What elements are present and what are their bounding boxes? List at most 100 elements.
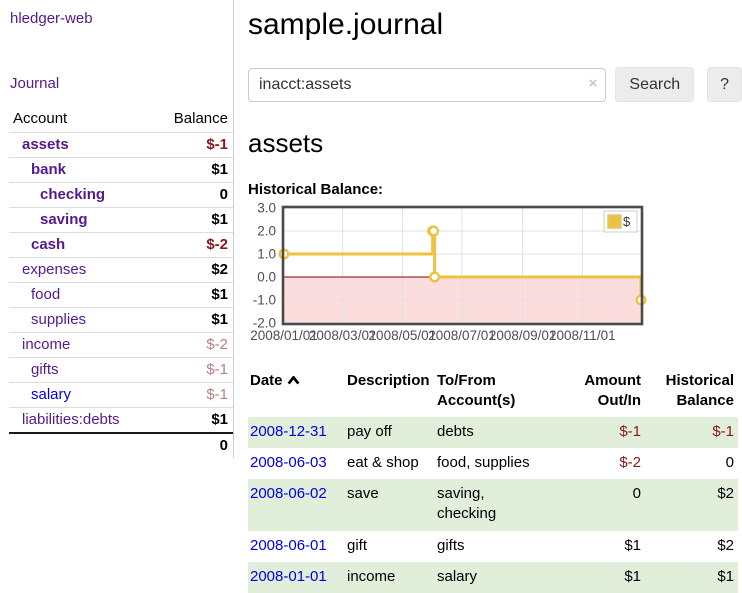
svg-text:2008/05/01: 2008/05/01	[369, 328, 437, 343]
app-brand-link[interactable]: hledger-web	[10, 10, 233, 27]
accounts-total-spacer	[9, 433, 152, 458]
sort-asc-icon	[287, 372, 300, 389]
transaction-date-link[interactable]: 2008-01-01	[250, 568, 327, 585]
register-balance-cell: 0	[645, 448, 738, 479]
svg-text:3.0: 3.0	[257, 203, 276, 216]
register-description-cell: save	[345, 479, 435, 531]
sidebar: hledger-web Journal Account Balance asse…	[0, 0, 234, 458]
svg-text:2.0: 2.0	[257, 224, 276, 239]
account-balance: 0	[152, 183, 234, 208]
account-link[interactable]: income	[22, 336, 70, 353]
clear-search-icon[interactable]: ×	[589, 75, 598, 93]
register-amount-cell: 0	[563, 479, 645, 531]
register-date-cell: 2008-06-03	[248, 448, 345, 479]
register-amount-cell: $-2	[563, 448, 645, 479]
account-balance: $1	[152, 308, 234, 333]
register-accounts-cell: gifts	[435, 531, 563, 562]
account-link[interactable]: liabilities:debts	[22, 411, 120, 428]
account-row: bank$1	[9, 158, 233, 183]
register-date-cell: 2008-01-01	[248, 562, 345, 593]
accounts-total-row: 0	[9, 433, 233, 458]
account-link[interactable]: cash	[31, 236, 65, 253]
register-amount-cell: $1	[563, 562, 645, 593]
register-date-cell: 2008-06-01	[248, 531, 345, 562]
account-name-cell: supplies	[9, 308, 152, 333]
register-col-amount: Amount Out/In	[563, 368, 645, 417]
account-balance: $1	[152, 283, 234, 308]
search-input[interactable]	[248, 68, 606, 102]
account-link[interactable]: bank	[31, 161, 66, 178]
register-accounts-cell: salary	[435, 562, 563, 593]
register-table: Date Description To/From Account(s) Amou…	[248, 368, 738, 593]
register-col-date-label: Date	[250, 372, 283, 389]
search-button[interactable]: Search	[615, 67, 694, 102]
account-balance: $-1	[152, 133, 234, 158]
account-row: saving $1	[9, 208, 233, 233]
account-link[interactable]: expenses	[22, 261, 86, 278]
account-link[interactable]: supplies	[31, 311, 86, 328]
chart-title: Historical Balance:	[248, 181, 742, 198]
svg-text:2008/01/01: 2008/01/01	[250, 328, 318, 343]
sidebar-item-journal[interactable]: Journal	[10, 75, 233, 92]
register-description-cell: income	[345, 562, 435, 593]
account-balance: $-1	[152, 383, 234, 408]
register-header-row: Date Description To/From Account(s) Amou…	[248, 368, 738, 417]
account-link[interactable]: checking	[40, 186, 105, 203]
account-row: income $-2	[9, 333, 233, 358]
account-balance: $-2	[152, 333, 234, 358]
account-link[interactable]: food	[31, 286, 60, 303]
account-name-cell: cash	[9, 233, 152, 258]
register-col-description: Description	[345, 368, 435, 417]
transaction-date-link[interactable]: 2008-12-31	[250, 423, 327, 440]
main-content: sample.journal × Search ? assets Histori…	[234, 0, 742, 593]
svg-text:0.0: 0.0	[257, 270, 276, 285]
account-balance: $1	[152, 208, 234, 233]
svg-text:$: $	[623, 214, 631, 229]
svg-text:2008/11/01: 2008/11/01	[549, 328, 616, 343]
account-row: salary $-1	[9, 383, 233, 408]
account-balance: $-1	[152, 358, 234, 383]
account-row: liabilities:debts$1	[9, 408, 233, 434]
register-description-cell: eat & shop	[345, 448, 435, 479]
balance-chart[interactable]: $3.02.01.00.0-1.0-2.02008/01/012008/03/0…	[248, 203, 742, 355]
register-balance-cell: $2	[645, 479, 738, 531]
transaction-date-link[interactable]: 2008-06-01	[250, 537, 327, 554]
accounts-col-balance: Balance	[152, 107, 234, 133]
account-name-cell: checking	[9, 183, 152, 208]
register-accounts-cell: saving, checking	[435, 479, 563, 531]
svg-text:1.0: 1.0	[257, 247, 276, 262]
account-link[interactable]: salary	[31, 386, 71, 403]
register-col-balance: Historical Balance	[645, 368, 738, 417]
register-balance-cell: $1	[645, 562, 738, 593]
account-row: gifts $-1	[9, 358, 233, 383]
account-name-cell: bank	[9, 158, 152, 183]
account-row: cash$-2	[9, 233, 233, 258]
account-link[interactable]: saving	[40, 211, 88, 228]
account-name-cell: assets	[9, 133, 152, 158]
account-link[interactable]: assets	[22, 136, 69, 153]
register-accounts-cell: debts	[435, 417, 563, 448]
account-balance: $2	[152, 258, 234, 283]
search-help-button[interactable]: ?	[707, 67, 742, 102]
account-name-cell: gifts	[9, 358, 152, 383]
register-amount-cell: $-1	[563, 417, 645, 448]
accounts-table-header: Account Balance	[9, 107, 233, 133]
transaction-date-link[interactable]: 2008-06-03	[250, 454, 327, 471]
register-balance-cell: $-1	[645, 417, 738, 448]
transaction-date-link[interactable]: 2008-06-02	[250, 485, 327, 502]
register-amount-cell: $1	[563, 531, 645, 562]
register-col-date[interactable]: Date	[248, 368, 345, 417]
account-link[interactable]: gifts	[31, 361, 59, 378]
account-row: expenses $2	[9, 258, 233, 283]
svg-text:2008/07/01: 2008/07/01	[428, 328, 496, 343]
register-date-cell: 2008-06-02	[248, 479, 345, 531]
page-title: sample.journal	[248, 8, 742, 42]
account-row: checking 0	[9, 183, 233, 208]
register-col-accounts: To/From Account(s)	[435, 368, 563, 417]
account-row: assets $-1	[9, 133, 233, 158]
